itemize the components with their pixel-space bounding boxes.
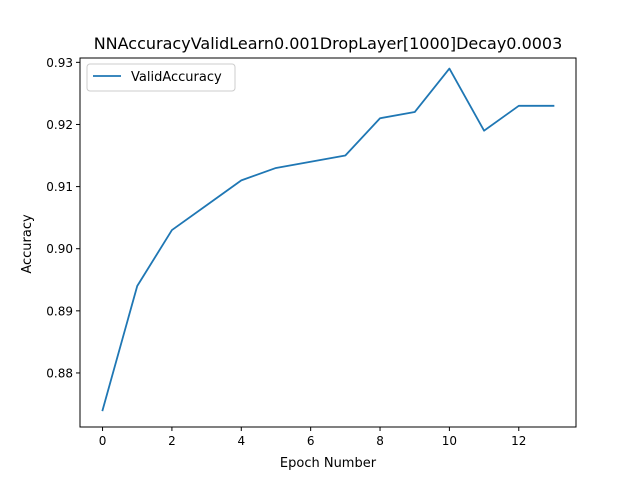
legend-box xyxy=(86,63,236,92)
x-axis-label: Epoch Number xyxy=(280,456,377,471)
y-tick-label: 0.88 xyxy=(46,366,73,380)
y-axis-label: Accuracy xyxy=(20,214,35,274)
legend: ValidAccuracy xyxy=(86,63,236,92)
chart-title: NNAccuracyValidLearn0.001DropLayer[1000]… xyxy=(94,34,563,53)
x-tick-label: 12 xyxy=(511,434,526,448)
x-tick-label: 8 xyxy=(376,434,384,448)
legend-label: ValidAccuracy xyxy=(131,70,222,85)
x-tick-label: 4 xyxy=(237,434,245,448)
y-tick-label: 0.92 xyxy=(46,118,73,132)
y-tick-label: 0.89 xyxy=(46,304,73,318)
x-tick-label: 6 xyxy=(307,434,315,448)
y-tick-label: 0.93 xyxy=(46,56,73,70)
y-tick-label: 0.91 xyxy=(46,180,73,194)
series-line-0 xyxy=(101,67,555,412)
x-tick-label: 10 xyxy=(442,434,457,448)
axes-frame xyxy=(79,57,577,428)
y-tick-label: 0.90 xyxy=(46,242,73,256)
x-tick-label: 2 xyxy=(168,434,176,448)
x-tick-label: 0 xyxy=(99,434,107,448)
plot-area: 0 2 4 6 8 10 12 0.88 0.89 0.90 0.91 0.92 0.93 xyxy=(46,56,577,448)
